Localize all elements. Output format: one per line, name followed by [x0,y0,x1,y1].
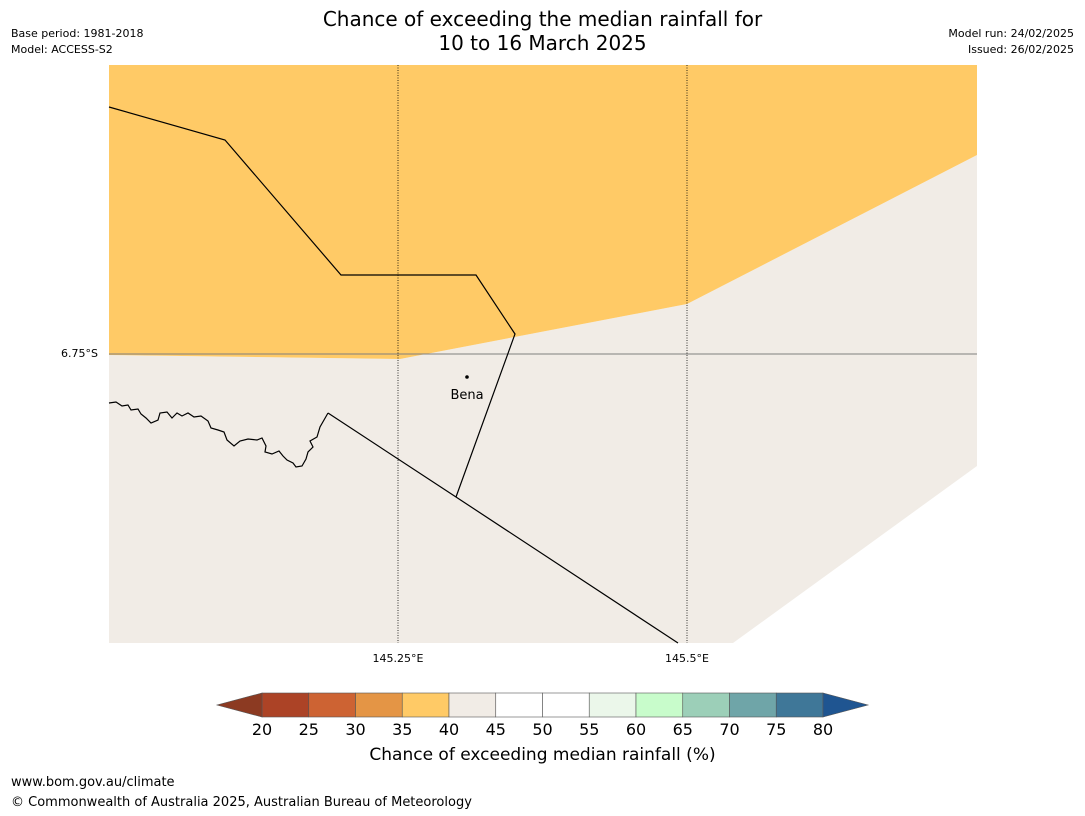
river-boundary [108,401,329,468]
province-border-north [108,106,516,498]
colorbar-segment [775,692,824,718]
copyright-text: © Commonwealth of Australia 2025, Austra… [11,795,472,810]
colorbar-tick-label: 40 [438,720,460,739]
model-run-text: Model run: 24/02/2025 [948,27,1074,40]
issued-text: Issued: 26/02/2025 [967,43,1074,56]
longitude-label-1: 145.25°E [372,652,424,665]
colorbar-segment [401,692,450,718]
colorbar-tick-label: 35 [392,720,413,739]
colorbar-segment [729,692,777,718]
meta-right: Model run: 24/02/2025 Issued: 26/02/2025 [948,26,1074,58]
colorbar-tick-label: 80 [812,720,834,739]
title-line-2: 10 to 16 March 2025 [438,31,647,55]
colorbar-segment [261,692,310,718]
colorbar-tick-label: 30 [345,720,366,739]
colorbar-tick-label: 75 [766,720,787,739]
colorbar-segment [682,692,730,718]
colorbar-segment [635,692,684,718]
website-text: www.bom.gov.au/climate [11,775,175,790]
colorbar-tick-label: 45 [485,720,506,739]
colorbar-tick-label: 50 [532,720,553,739]
colorbar-tick-label: 25 [298,720,319,739]
colorbar-segment [542,692,590,718]
probability-region-35-40 [109,65,977,359]
town-marker [465,375,469,379]
colorbar-under-arrow [215,692,263,718]
colorbar-segment [308,692,356,718]
colorbar-tick-label: 60 [625,720,647,739]
colorbar-tick-label: 65 [672,720,693,739]
place-label: Bena [450,388,484,403]
title-line-1: Chance of exceeding the median rainfall … [322,7,763,31]
colorbar-segment [495,692,543,718]
colorbar-label: Chance of exceeding median rainfall (%) [369,745,716,765]
colorbar-tick-label: 20 [251,720,273,739]
meta-left: Base period: 1981-2018 Model: ACCESS-S2 [11,26,143,58]
base-period-text: Base period: 1981-2018 [11,27,144,40]
colorbar-segment [588,692,637,718]
latitude-label: 6.75°S [61,347,98,360]
colorbar-segment [448,692,497,718]
colorbar-over-arrow [822,692,870,718]
colorbar-segment [355,692,403,718]
longitude-label-2: 145.5°E [665,652,709,665]
probability-region-40-45 [109,155,977,643]
province-border-south [327,412,679,644]
map-title: Chance of exceeding the median rainfall … [0,7,1085,55]
colorbar-tick-label: 55 [579,720,600,739]
colorbar-tick-label: 70 [719,720,740,739]
model-text: Model: ACCESS-S2 [11,43,113,56]
